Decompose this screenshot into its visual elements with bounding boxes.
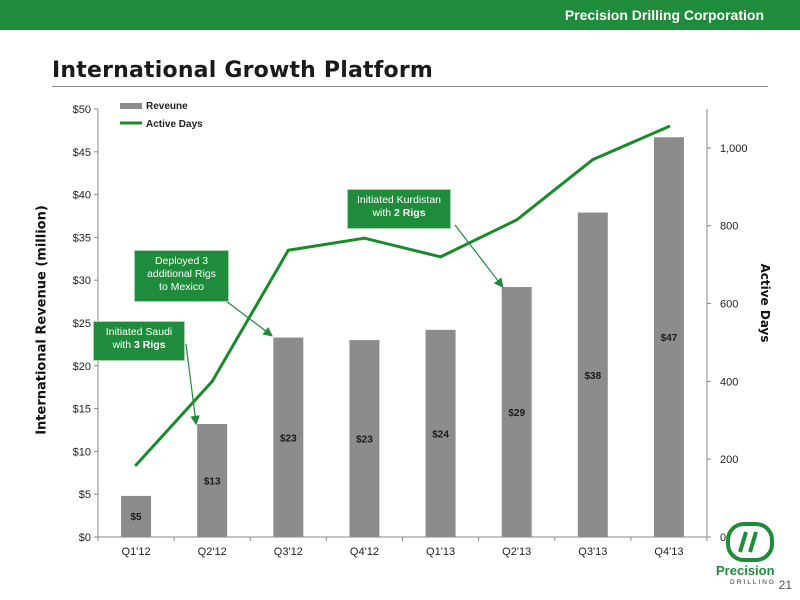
y-tick-label-right: 600 <box>720 299 738 311</box>
active-days-line <box>134 125 670 467</box>
y-tick-label-left: $0 <box>79 532 91 544</box>
x-tick-label: Q2'13 <box>502 546 531 558</box>
active-days-point <box>134 463 138 467</box>
legend-swatch-revenue <box>120 103 142 109</box>
logo-text: Precision <box>716 563 775 578</box>
y-tick-label-left: $40 <box>73 190 91 202</box>
bar-series: $5 $13 $23 $23 $24 $29 $38 $47 <box>121 137 684 538</box>
page-number: 21 <box>778 578 792 592</box>
active-days-point <box>439 255 443 259</box>
title-divider <box>52 86 768 87</box>
arrow-kurdistan <box>454 224 504 288</box>
callout-mexico-line1: Deployed 3 <box>154 255 209 267</box>
x-tick-label: Q1'12 <box>122 546 151 558</box>
callout-kurdistan-line2: with 2 Rigs <box>372 207 426 219</box>
bar <box>121 495 152 537</box>
bar-value-label: $23 <box>280 433 297 444</box>
page-title: International Growth Platform <box>52 58 433 83</box>
y-tick-label-left: $30 <box>73 275 91 287</box>
bar-value-label: $13 <box>204 477 221 488</box>
y-tick-label-left: $5 <box>79 489 91 501</box>
y-tick-label-left: $45 <box>73 147 91 159</box>
y-tick-label-right: 0 <box>720 532 726 544</box>
y-tick-label-right: 800 <box>720 221 738 233</box>
callout-kurdistan: Initiated Kurdistan with 2 Rigs <box>347 189 451 229</box>
bar <box>425 329 456 537</box>
chart-legend: Reveune Active Days <box>120 101 203 130</box>
y-tick-label-left: $10 <box>73 446 91 458</box>
bar <box>653 137 684 538</box>
y-tick-label-left: $20 <box>73 361 91 373</box>
header-bar: Precision Drilling Corporation <box>0 0 800 30</box>
callout-mexico-line2: additional Rigs <box>147 268 216 280</box>
callout-mexico: Deployed 3 additional Rigs to Mexico <box>134 250 229 302</box>
active-days-point <box>515 218 519 222</box>
company-name: Precision Drilling Corporation <box>564 7 764 23</box>
precision-logo-icon <box>726 522 774 562</box>
active-days-point <box>591 158 595 162</box>
bar <box>577 212 608 538</box>
arrow-mexico <box>221 297 273 337</box>
y-tick-label-left: $50 <box>73 104 91 116</box>
bar <box>501 287 532 537</box>
bar-value-label: $47 <box>661 333 678 344</box>
x-tick-label: Q2'12 <box>198 546 227 558</box>
y-tick-label-left: $15 <box>73 404 91 416</box>
bar <box>273 337 304 537</box>
bar-value-label: $5 <box>131 512 143 523</box>
callout-kurdistan-line1: Initiated Kurdistan <box>356 194 442 206</box>
y-axis-label-right: Active Days <box>758 263 772 343</box>
line-series <box>134 125 671 467</box>
bar <box>349 340 380 537</box>
bar <box>197 424 228 537</box>
bar-value-label: $38 <box>584 371 601 382</box>
y-axis-label-left: International Revenue (million) <box>34 205 50 435</box>
callout-saudi-line2: with 3 Rigs <box>112 339 166 351</box>
x-tick-label: Q4'12 <box>350 546 379 558</box>
y-tick-label-right: 200 <box>720 454 738 466</box>
y-tick-label-right: 1,000 <box>720 143 748 155</box>
callout-arrows <box>185 224 504 426</box>
legend-label-revenue: Reveune <box>146 101 188 112</box>
y-tick-label-left: $25 <box>73 318 91 330</box>
callout-mexico-line3: to Mexico <box>159 281 204 293</box>
bar-value-label: $23 <box>356 435 373 446</box>
bar-value-label: $24 <box>432 429 449 440</box>
active-days-point <box>362 236 366 240</box>
x-tick-label: Q1'13 <box>426 546 455 558</box>
active-days-point <box>667 125 671 129</box>
legend-label-active-days: Active Days <box>146 119 203 130</box>
callout-saudi-line1: Initiated Saudi <box>105 326 173 338</box>
arrow-saudi <box>185 343 200 426</box>
x-tick-label: Q3'12 <box>274 546 303 558</box>
callout-saudi: Initiated Saudi with 3 Rigs <box>93 321 185 361</box>
x-tick-label: Q4'13 <box>654 546 683 558</box>
active-days-point <box>210 379 214 383</box>
y-tick-label-right: 400 <box>720 376 738 388</box>
active-days-point <box>286 248 290 252</box>
bar-value-label: $29 <box>508 408 525 419</box>
x-tick-label: Q3'13 <box>578 546 607 558</box>
y-tick-label-left: $35 <box>73 232 91 244</box>
logo-subtext: DRILLING <box>730 579 776 586</box>
